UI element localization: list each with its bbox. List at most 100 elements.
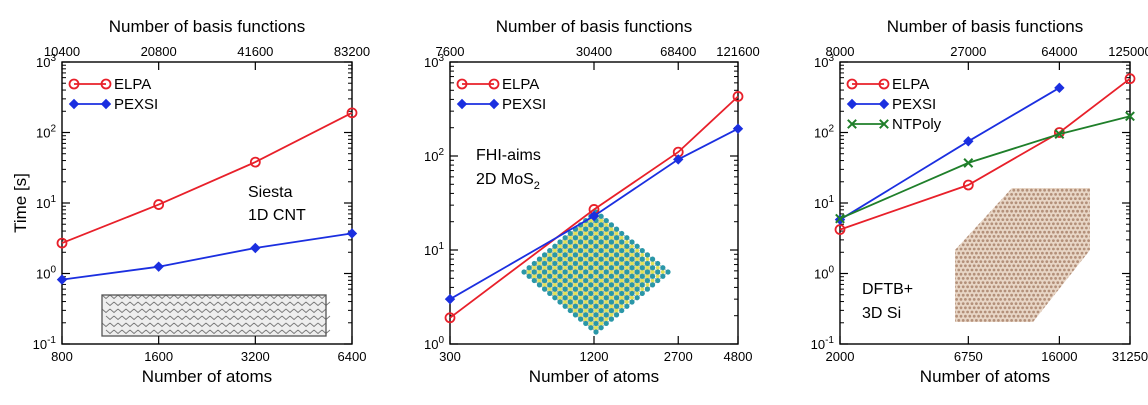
si-atom xyxy=(1078,239,1082,243)
si-atom xyxy=(992,201,996,205)
si-atom xyxy=(1032,201,1035,205)
si-atom xyxy=(1080,260,1084,263)
s-atom xyxy=(552,248,557,253)
si-atom xyxy=(1058,226,1062,230)
si-atom xyxy=(1005,310,1009,314)
s-atom xyxy=(604,231,609,236)
si-atom xyxy=(1005,285,1009,289)
si-atom xyxy=(955,226,956,230)
si-atom xyxy=(1032,185,1035,188)
si-atom xyxy=(970,277,974,280)
s-atom xyxy=(599,295,604,300)
si-atom xyxy=(1008,197,1011,201)
nanotube-row xyxy=(105,315,331,321)
si-atom xyxy=(1030,306,1033,310)
si-atom xyxy=(981,205,985,209)
si-atom xyxy=(1003,188,1007,192)
si-atom xyxy=(1001,243,1005,247)
si-atom xyxy=(1027,277,1031,280)
mo-atom xyxy=(608,290,615,297)
si-atom xyxy=(1032,193,1035,196)
si-atom xyxy=(1010,209,1013,213)
series-elpa xyxy=(834,73,1136,235)
si-atom xyxy=(1045,218,1049,222)
si-atom xyxy=(975,251,978,255)
si-atom xyxy=(1025,197,1029,201)
si-atom xyxy=(977,289,980,293)
si-atom xyxy=(1078,306,1082,310)
si-atom xyxy=(1067,319,1071,322)
mo-atom xyxy=(572,243,579,249)
si-atom xyxy=(959,306,963,310)
si-atom xyxy=(1023,226,1027,230)
s-atom xyxy=(568,304,573,309)
si-atom xyxy=(1078,256,1082,259)
si-atom xyxy=(1078,247,1082,251)
si-atom xyxy=(1080,310,1084,314)
si-atom xyxy=(1052,188,1055,192)
si-atom xyxy=(955,293,956,297)
si-atom xyxy=(1085,319,1088,322)
nanotube-row xyxy=(105,301,331,307)
si-atom xyxy=(999,239,1002,243)
si-atom xyxy=(949,285,952,288)
mo-atom xyxy=(583,303,589,309)
y-tick-label-2: 101 xyxy=(36,194,56,211)
si-atom xyxy=(997,193,1000,196)
si-atom xyxy=(1032,226,1035,230)
si-atom xyxy=(1016,197,1020,201)
si-atom xyxy=(970,319,974,322)
s-atom xyxy=(604,248,609,253)
si-atom xyxy=(1027,201,1031,205)
si-atom xyxy=(1080,209,1084,213)
si-atom xyxy=(1043,247,1046,251)
si-atom xyxy=(957,285,961,289)
nanotube-row xyxy=(101,308,327,314)
si-atom xyxy=(972,197,976,201)
si-atom xyxy=(1058,235,1062,238)
si-atom xyxy=(1005,218,1009,222)
si-atom xyxy=(1006,185,1009,188)
x-tick-label-1: 1200 xyxy=(580,349,609,364)
si-atom xyxy=(1008,205,1011,209)
s-atom xyxy=(660,270,665,274)
si-atom xyxy=(1056,281,1060,284)
si-atom xyxy=(1076,277,1079,280)
si-atom xyxy=(949,311,952,314)
si-atom xyxy=(1054,218,1057,222)
mo-atom xyxy=(613,260,620,267)
si-atom xyxy=(988,218,991,222)
s-atom xyxy=(609,278,614,283)
si-atom xyxy=(1045,268,1049,272)
s-atom xyxy=(547,270,552,274)
si-atom xyxy=(1067,293,1071,297)
s-atom xyxy=(599,244,604,249)
si-atom xyxy=(986,281,989,284)
mo-atom xyxy=(588,256,594,262)
si-atom xyxy=(1047,222,1051,226)
annotation-line-1: FHI-aims xyxy=(476,147,541,164)
y-tick-label-4: 103 xyxy=(36,53,56,70)
si-atom xyxy=(1023,251,1027,255)
si-atom xyxy=(1001,302,1005,305)
s-atom xyxy=(594,257,598,262)
si-atom xyxy=(988,277,991,280)
si-atom xyxy=(1043,272,1046,276)
s-atom xyxy=(604,265,609,270)
mo-atom xyxy=(634,277,640,284)
si-atom xyxy=(959,197,963,201)
si-atom xyxy=(1071,268,1075,272)
si-atom xyxy=(1038,239,1042,243)
si-atom xyxy=(1021,281,1024,284)
si-atom xyxy=(1052,230,1055,234)
s-atom xyxy=(619,278,624,283)
si-atom xyxy=(1069,247,1073,251)
si-atom xyxy=(949,218,952,221)
si-atom xyxy=(1087,188,1090,192)
mo-atom xyxy=(613,269,620,275)
s-atom xyxy=(609,312,614,317)
si-atom xyxy=(1003,205,1007,209)
si-atom xyxy=(1092,256,1095,259)
si-atom xyxy=(957,226,961,230)
s-atom xyxy=(547,287,552,292)
